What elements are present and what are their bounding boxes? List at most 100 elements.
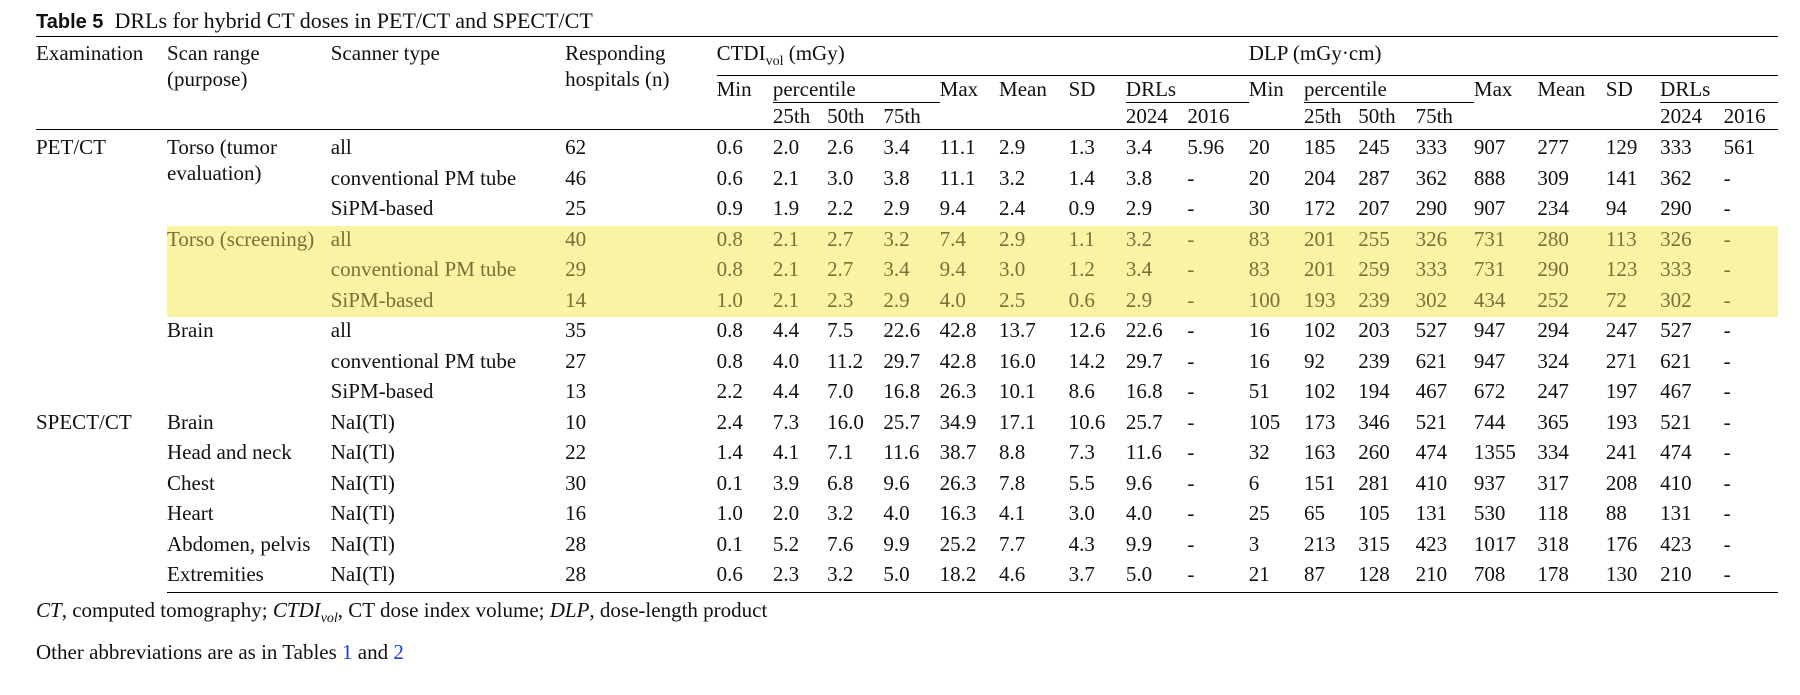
cell-d-2016: 561 [1723, 135, 1756, 160]
cell-d-sd: 176 [1605, 531, 1638, 556]
cell-d-min: 25 [1248, 501, 1270, 526]
cell-c-max: 9.4 [939, 196, 966, 221]
cell-n: 25 [565, 196, 587, 221]
cell-c-min: 0.1 [716, 531, 743, 556]
cell-d-2016: - [1723, 286, 1778, 318]
header-dlp-max: Max [1473, 77, 1513, 102]
cell-d-75: 474 [1415, 440, 1448, 465]
cell-d-sd: 94 [1605, 196, 1627, 221]
header-scan-range: Scan range (purpose) [167, 41, 260, 91]
cell-d-50: 281 [1358, 470, 1390, 495]
cell-d-max: 937 [1473, 470, 1506, 495]
cell-c-mean: 4.1 [999, 501, 1026, 526]
cell-d-2016: - [1723, 440, 1731, 465]
cell-c-75: 3.8 [883, 165, 910, 190]
cell-c-max: 25.2 [939, 531, 977, 556]
table-row: Torso (screening) all 40 0.8 2.1 2.7 3.2 7.4 2.9… [36, 225, 1778, 318]
cell-d-sd: 241 [1605, 440, 1638, 465]
table-row: conventional PM tube 29 0.8 2.1 2.7 3.4 9.4 3.0… [36, 256, 1778, 287]
cell-d-min: 83 [1248, 225, 1305, 257]
cell-d-75: 362 [1415, 165, 1448, 190]
cell-c-max: 7.4 [939, 225, 1000, 257]
cell-c-max: 42.8 [939, 318, 977, 343]
cell-c-max: 34.9 [939, 409, 977, 434]
table-1-link[interactable]: 1 [342, 639, 353, 664]
cell-c-min: 0.9 [716, 196, 743, 221]
cell-d-2024: 326 [1660, 225, 1724, 257]
table-row: SiPM-based 13 2.2 4.4 7.0 16.8 26.3 10.1 8.6 16.8… [36, 378, 1778, 409]
cell-d-75: 333 [1415, 256, 1474, 287]
cell-n: 28 [565, 561, 717, 593]
cell-c-mean: 17.1 [999, 409, 1036, 434]
table-row: conventional PM tube 27 0.8 4.0 11.2 29.7 42.8… [36, 348, 1778, 379]
cell-c-min: 0.1 [716, 470, 743, 495]
table-row: Brain all 35 0.8 4.4 7.5 22.6 42.8 13.7 12.6 22.6-… [36, 317, 1778, 348]
cell-c-75: 9.6 [883, 470, 910, 495]
cell-d-50: 105 [1358, 501, 1390, 526]
cell-d-2024: 210 [1660, 561, 1724, 593]
cell-d-50: 287 [1358, 165, 1390, 190]
cell-n: 13 [565, 379, 587, 404]
cell-scan-range: Torso (screening) [167, 225, 331, 318]
cell-n: 46 [565, 165, 587, 190]
cell-c-2024: 29.7 [1125, 348, 1163, 373]
cell-n: 14 [565, 286, 717, 318]
cell-scan-range: Head and neck [167, 440, 292, 465]
cell-d-min: 6 [1248, 470, 1260, 495]
cell-d-max: 947 [1473, 348, 1506, 373]
header-dlp-group: DLP (mGy·cm) [1248, 36, 1778, 77]
table-2-link[interactable]: 2 [393, 639, 404, 664]
cell-n: 30 [565, 470, 587, 495]
cell-d-50: 255 [1358, 225, 1416, 257]
cell-scan-range: Torso (tumor evaluation) [167, 135, 277, 186]
cell-d-max: 530 [1473, 501, 1506, 526]
header-responding-hospitals: Responding hospitals (n) [565, 41, 670, 91]
cell-d-max: 434 [1473, 286, 1538, 318]
cell-c-75: 25.7 [883, 409, 921, 434]
cell-d-max: 731 [1473, 225, 1538, 257]
cell-c-75: 3.4 [883, 256, 940, 287]
cell-scanner-type: all [330, 225, 566, 257]
cell-scanner-type: conventional PM tube [330, 165, 517, 190]
cell-d-25: 193 [1304, 286, 1359, 318]
cell-d-75: 302 [1415, 286, 1474, 318]
cell-d-25: 92 [1304, 348, 1326, 373]
cell-c-min: 2.4 [716, 409, 743, 434]
footnote-dlp-def: , dose-length product [589, 597, 768, 622]
table-row: Extremities NaI(Tl) 28 0.6 2.3 3.2 5.0 18.2 4.6 3… [36, 561, 1778, 593]
cell-n: 35 [565, 318, 587, 343]
footnote-other: Other abbreviations are as in Tables 1 a… [36, 638, 1778, 666]
table-caption-text: DRLs for hybrid CT doses in PET/CT and S… [114, 8, 593, 33]
cell-d-max: 1355 [1473, 440, 1516, 465]
cell-scan-range: Chest [167, 470, 215, 495]
cell-c-50: 7.5 [827, 318, 854, 343]
cell-c-mean: 2.4 [999, 196, 1026, 221]
cell-n: 62 [565, 135, 587, 160]
cell-d-25: 163 [1304, 440, 1336, 465]
drl-table: Examination Scan range (purpose) Scanner… [36, 36, 1778, 593]
cell-d-mean: 294 [1537, 318, 1569, 343]
cell-scan-range: Abdomen, pelvis [167, 531, 311, 556]
cell-c-min: 0.6 [716, 135, 743, 160]
header-ctdi-max: Max [939, 77, 979, 102]
cell-c-2024: 22.6 [1125, 318, 1163, 343]
cell-c-max: 18.2 [939, 561, 1000, 593]
cell-d-2024: 621 [1660, 348, 1692, 373]
cell-d-2016: - [1723, 561, 1778, 593]
cell-c-max: 4.0 [939, 286, 1000, 318]
cell-c-2016: - [1187, 379, 1195, 404]
cell-d-75: 290 [1415, 196, 1448, 221]
cell-c-2024: 2.9 [1125, 196, 1153, 221]
cell-d-50: 203 [1358, 318, 1390, 343]
cell-c-sd: 10.6 [1068, 409, 1106, 434]
cell-scanner-type: NaI(Tl) [330, 561, 566, 593]
cell-d-min: 20 [1248, 135, 1270, 160]
cell-d-75: 410 [1415, 470, 1448, 495]
cell-d-25: 204 [1304, 165, 1336, 190]
header-dlp-min: Min [1248, 77, 1284, 102]
cell-c-25: 2.1 [772, 286, 828, 318]
table-row: Head and neck NaI(Tl) 22 1.4 4.1 7.1 11.6 38.7 8… [36, 439, 1778, 470]
cell-n: 27 [565, 348, 587, 373]
cell-c-mean: 3.0 [999, 256, 1069, 287]
cell-d-25: 213 [1304, 531, 1336, 556]
